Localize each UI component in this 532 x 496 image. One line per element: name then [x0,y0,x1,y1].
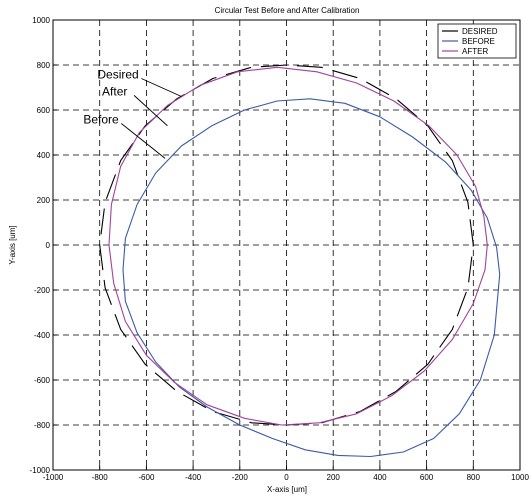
series-line-before [122,98,501,458]
y-tick-label: -800 [34,421,51,430]
chart-title: Circular Test Before and After Calibrati… [215,6,360,15]
annotation-label: Desired [97,68,138,82]
y-tick-label: 1000 [32,16,50,25]
y-tick-label: 200 [37,196,51,205]
y-tick-label: -600 [34,376,51,385]
y-tick-label: 800 [37,61,51,70]
y-tick-label: -400 [34,331,51,340]
annotation-arrow [141,78,182,97]
y-tick-label: 600 [37,106,51,115]
x-tick-label: -200 [232,473,249,482]
x-tick-label: 0 [284,473,289,482]
x-tick-label: 800 [467,473,481,482]
x-tick-label: 200 [327,473,341,482]
legend-label: AFTER [462,47,488,56]
x-tick-label: 400 [373,473,387,482]
annotation-label: After [102,84,127,98]
annotation-arrow [121,123,166,159]
x-tick-label: -1000 [43,473,64,482]
x-tick-label: -600 [138,473,155,482]
x-tick-label: -800 [92,473,109,482]
x-axis-label: X-axis [um] [267,485,307,494]
y-axis-label: Y-axis [um] [8,225,17,264]
y-tick-label: 400 [37,151,51,160]
annotation-label: Before [83,113,119,127]
y-tick-label: -1000 [30,466,51,475]
annotation-arrow [133,95,168,127]
series-group [99,64,501,458]
legend-label: DESIRED [462,27,498,36]
ticks: -1000 -800 -600 -400 -200 0 200 400 600 800 1000 -1… [30,16,530,482]
x-tick-label: 1000 [511,473,529,482]
series-line-after [108,66,488,426]
x-tick-label: -400 [185,473,202,482]
y-tick-label: 0 [46,241,51,250]
annotations: Desired After Before [83,68,182,159]
y-tick-label: -200 [34,286,51,295]
legend-label: BEFORE [462,37,495,46]
x-tick-label: 600 [420,473,434,482]
series-line-desired [99,64,474,426]
